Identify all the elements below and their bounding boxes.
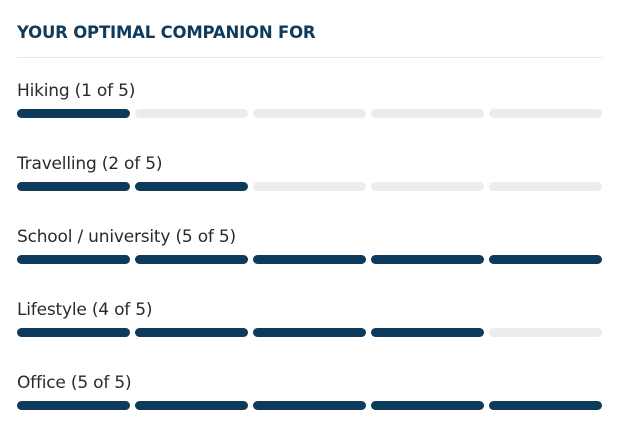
rating-name: Lifestyle (17, 300, 87, 320)
rating-row-school-university: School / university (5 of 5) (17, 226, 602, 299)
rating-segment-filled (17, 328, 130, 337)
rating-segment-empty (371, 182, 484, 191)
rating-segment-filled (135, 255, 248, 264)
rating-segment-filled (135, 182, 248, 191)
rating-row-hiking: Hiking (1 of 5) (17, 80, 602, 153)
rating-segment-filled (371, 328, 484, 337)
rating-bar (17, 401, 602, 410)
rating-name: School / university (17, 227, 171, 247)
rating-segment-filled (253, 401, 366, 410)
rating-segment-filled (253, 328, 366, 337)
rating-name: Travelling (17, 154, 97, 174)
rating-bar (17, 255, 602, 264)
rating-segment-empty (371, 109, 484, 118)
rating-segment-filled (135, 328, 248, 337)
rating-segment-empty (489, 328, 602, 337)
rating-label: Hiking (1 of 5) (17, 80, 602, 102)
rating-name: Office (17, 373, 66, 393)
rating-count: (4 of 5) (91, 300, 153, 320)
rating-segment-empty (489, 182, 602, 191)
rating-bar (17, 182, 602, 191)
rating-segment-filled (17, 109, 130, 118)
rating-count: (5 of 5) (175, 227, 236, 247)
ratings-list: Hiking (1 of 5) Travelling (2 of 5) Scho… (17, 80, 602, 445)
rating-segment-filled (489, 401, 602, 410)
rating-label: School / university (5 of 5) (17, 226, 602, 248)
rating-bar (17, 109, 602, 118)
rating-segment-empty (489, 109, 602, 118)
rating-name: Hiking (17, 81, 70, 101)
rating-count: (1 of 5) (74, 81, 136, 101)
rating-segment-filled (17, 401, 130, 410)
rating-label: Office (5 of 5) (17, 372, 602, 394)
rating-segment-filled (253, 255, 366, 264)
rating-segment-filled (17, 182, 130, 191)
rating-label: Lifestyle (4 of 5) (17, 299, 602, 321)
rating-segment-filled (17, 255, 130, 264)
rating-segment-filled (371, 255, 484, 264)
rating-row-travelling: Travelling (2 of 5) (17, 153, 602, 226)
companion-ratings-panel: YOUR OPTIMAL COMPANION FOR Hiking (1 of … (17, 0, 602, 445)
rating-segment-empty (135, 109, 248, 118)
rating-bar (17, 328, 602, 337)
rating-count: (2 of 5) (101, 154, 163, 174)
rating-segment-empty (253, 109, 366, 118)
rating-segment-empty (253, 182, 366, 191)
rating-segment-filled (489, 255, 602, 264)
rating-row-office: Office (5 of 5) (17, 372, 602, 445)
rating-row-lifestyle: Lifestyle (4 of 5) (17, 299, 602, 372)
rating-count: (5 of 5) (70, 373, 132, 393)
section-heading: YOUR OPTIMAL COMPANION FOR (17, 23, 316, 42)
rating-segment-filled (135, 401, 248, 410)
rating-label: Travelling (2 of 5) (17, 153, 602, 175)
rating-segment-filled (371, 401, 484, 410)
divider (17, 57, 602, 58)
